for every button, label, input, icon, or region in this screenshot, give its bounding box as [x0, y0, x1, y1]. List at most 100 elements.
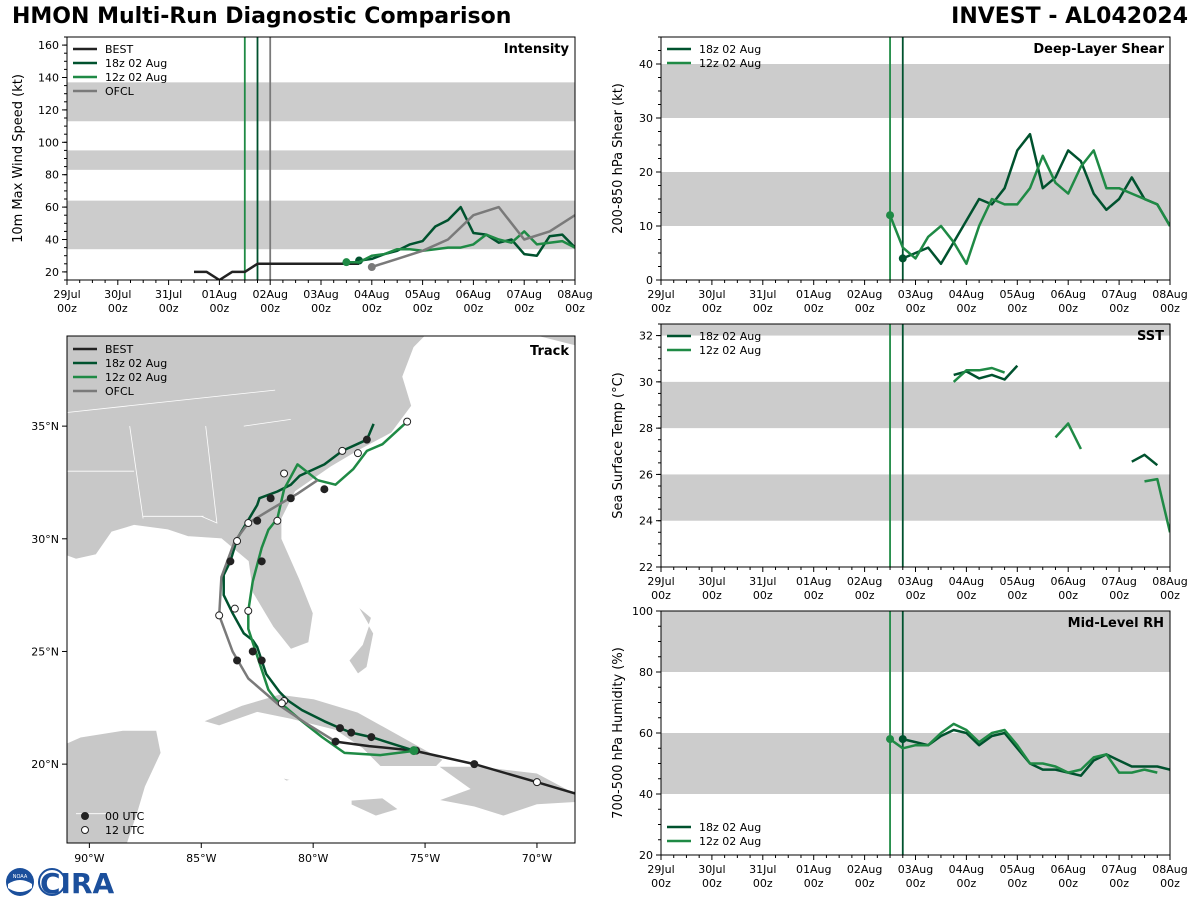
rh-init-point-run18	[898, 735, 907, 744]
sst-xtick-label: 00z	[1109, 589, 1129, 602]
shear-title: Deep-Layer Shear	[1033, 42, 1164, 57]
sst-series-run12-seg0	[952, 366, 1006, 383]
track-ytick-label: 20°N	[31, 758, 59, 771]
track-marker-ofcl-12utc	[215, 611, 224, 620]
rh-xtick-label: 03Aug	[898, 863, 933, 876]
landmass-north-america	[67, 336, 575, 650]
sst-xtick-label: 00z	[1160, 589, 1180, 602]
legend-label-run12: 12z 02 Aug	[699, 344, 761, 357]
track-marker-run18-00utc	[248, 647, 257, 656]
shear-init-point-run18	[898, 254, 907, 263]
landmass-hispaniola	[436, 766, 575, 817]
rh-series-run12	[889, 722, 1158, 774]
track-frame	[66, 335, 576, 844]
legend-label-best: BEST	[105, 343, 133, 356]
sst-ytick-label: 22	[639, 561, 653, 574]
sst-series-run12-seg1	[1054, 422, 1083, 450]
sst-ytick-label: 24	[639, 515, 653, 528]
track-marker-run12-12utc	[353, 449, 362, 458]
intensity-ytick-label: 100	[38, 136, 59, 149]
track-marker-best-00utc	[331, 737, 340, 746]
cira-logo-text: CIRA	[40, 867, 114, 898]
track-title: Track	[530, 344, 569, 359]
storm-id-title: INVEST - AL042024	[951, 4, 1188, 29]
rh-xtick-label: 04Aug	[949, 863, 984, 876]
marker-legend-label-1: 12 UTC	[105, 824, 145, 837]
intensity-xtick-label: 03Aug	[303, 288, 338, 301]
sst-xtick-label: 01Aug	[796, 575, 831, 588]
track-line-run18	[222, 423, 415, 752]
sst-series-run18-seg1	[1131, 453, 1159, 467]
rh-xtick-label: 00z	[906, 877, 926, 890]
intensity-ytick-label: 140	[38, 72, 59, 85]
track-marker-run12-12utc	[244, 606, 253, 615]
shear-ytick-label: 40	[639, 58, 653, 71]
track-marker-run12-12utc	[280, 469, 289, 478]
intensity-xtick-label: 07Aug	[506, 288, 541, 301]
shear-xtick-label: 00z	[906, 302, 926, 315]
track-marker-ofcl-12utc	[277, 699, 286, 708]
sst-title: SST	[1137, 329, 1164, 344]
sst-xtick-label: 00z	[1007, 589, 1027, 602]
shear-ytick-label: 30	[639, 112, 653, 125]
track-marker-run12-12utc	[403, 417, 412, 426]
track-ytick-label: 35°N	[31, 420, 59, 433]
track-marker-ofcl-00utc	[233, 656, 242, 665]
intensity-ytick-label: 60	[45, 201, 59, 214]
intensity-ytick-label: 160	[38, 39, 59, 52]
shear-band-0	[661, 172, 1170, 226]
map-border-1	[243, 419, 291, 427]
rh-xtick-label: 00z	[957, 877, 977, 890]
intensity-ytick-label: 80	[45, 169, 59, 182]
panel-intensity: 2040608010012014016029Jul00z30Jul00z31Ju…	[11, 36, 593, 315]
legend-label-ofcl: OFCL	[105, 85, 135, 98]
panel-sst: 22242628303229Jul00z30Jul00z31Jul00z01Au…	[611, 323, 1188, 602]
sst-xtick-label: 00z	[855, 589, 875, 602]
shear-ylabel: 200-850 hPa Shear (kt)	[611, 83, 626, 234]
rh-title: Mid-Level RH	[1068, 616, 1164, 631]
landmass-yucatan	[67, 729, 162, 843]
track-xtick-label: 85°W	[186, 852, 216, 865]
rh-xtick-label: 00z	[1058, 877, 1078, 890]
intensity-xtick-label: 00z	[413, 302, 433, 315]
rh-xtick-label: 00z	[651, 877, 671, 890]
rh-xtick-label: 00z	[1109, 877, 1129, 890]
map-border-2	[129, 426, 144, 519]
intensity-band-1	[67, 150, 575, 170]
track-marker-ofcl-12utc	[230, 604, 239, 613]
sst-ylabel: Sea Surface Temp (°C)	[611, 372, 626, 519]
noaa-logo-text: NOAA	[13, 874, 28, 880]
intensity-xtick-label: 05Aug	[405, 288, 440, 301]
track-init-point-run12	[409, 746, 419, 756]
track-marker-run18-00utc	[362, 435, 371, 444]
rh-xtick-label: 29Jul	[647, 863, 674, 876]
marker-legend-swatch-1	[81, 826, 89, 834]
track-xtick-label: 90°W	[74, 852, 104, 865]
sst-ytick-label: 28	[639, 422, 653, 435]
shear-xtick-label: 00z	[702, 302, 722, 315]
intensity-xtick-label: 00z	[57, 302, 77, 315]
intensity-xtick-label: 02Aug	[252, 288, 287, 301]
intensity-xtick-label: 00z	[464, 302, 484, 315]
track-marker-run12-12utc	[338, 446, 347, 455]
legend-label-run18: 18z 02 Aug	[699, 821, 761, 834]
track-marker-best-12utc	[532, 778, 541, 787]
page-title: HMON Multi-Run Diagnostic Comparison	[12, 4, 512, 29]
intensity-xtick-label: 00z	[565, 302, 585, 315]
rh-xtick-label: 06Aug	[1050, 863, 1085, 876]
rh-xtick-label: 31Jul	[749, 863, 776, 876]
track-marker-run18-00utc	[367, 733, 376, 742]
sst-xtick-label: 08Aug	[1152, 575, 1187, 588]
track-line-best	[335, 740, 575, 795]
sst-ytick-label: 26	[639, 468, 653, 481]
marker-legend-swatch-0	[81, 812, 89, 820]
intensity-series-run12	[346, 230, 575, 264]
sst-xtick-label: 00z	[651, 589, 671, 602]
sst-xtick-label: 06Aug	[1050, 575, 1085, 588]
shear-xtick-label: 01Aug	[796, 288, 831, 301]
sst-band-1	[661, 381, 1170, 429]
intensity-ytick-label: 40	[45, 234, 59, 247]
track-marker-ofcl-12utc	[244, 519, 253, 528]
shear-xtick-label: 07Aug	[1101, 288, 1136, 301]
track-marker-run18-00utc	[320, 485, 329, 494]
